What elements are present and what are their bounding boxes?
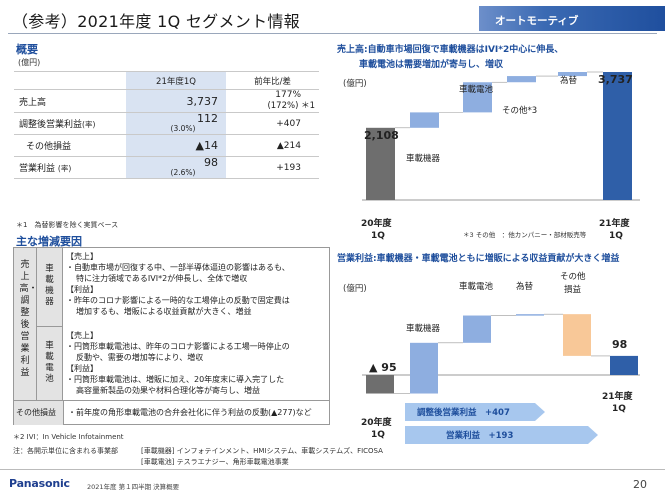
row-label: その他損益: [26, 142, 72, 152]
other-row: その他損益 ・前年度の角形車載電池の合弁会社化に伴う利益の反動(▲277)など: [14, 400, 329, 425]
wf1-end-label: 3,737: [598, 73, 633, 86]
wf2-step-label-other-1: その他: [560, 271, 586, 282]
wf1-start-label: 2,108: [364, 129, 399, 142]
wf1-x-end-q: 1Q: [609, 231, 623, 241]
wf2-step-label-other-2: 損益: [564, 284, 582, 295]
wf2-bar-end: [610, 355, 638, 375]
wf2-x-end: 21年度: [602, 390, 634, 402]
wf1-bar-fx: [558, 72, 587, 77]
ivi-note: ＊2 IVI：In Vehicle Infotainment: [13, 433, 124, 441]
wf2-x-start-q: 1Q: [371, 430, 385, 440]
wf1-x-start-q: 1Q: [371, 231, 385, 241]
row-label-note: (率): [82, 120, 96, 129]
wf2-connectors: [394, 313, 610, 394]
footer-text: 2021年度 第１四半期 決算概要: [87, 483, 180, 491]
battery-text: 【売上】 ・円筒形車載電池は、昨年のコロナ影響による工場一時停止の 反動や、需要…: [66, 331, 290, 395]
wf1-footnote: ＊3 その他 ：他カンパニー・部材販売等: [463, 230, 587, 239]
wf1-step-label-other: その他*3: [502, 105, 537, 116]
row-yoy: 177%: [275, 90, 301, 100]
wf2-unit: (億円): [343, 284, 367, 294]
overview-unit: (億円): [18, 58, 41, 67]
wf2-arrow-adjusted: [405, 403, 545, 421]
panasonic-logo: Panasonic: [9, 477, 70, 490]
waterfall-charts: 2,108 3,737 車載機器 車載電池 その他*3 為替 20年度 1Q 2…: [361, 71, 640, 444]
row-value: 98: [204, 156, 218, 169]
table-row: 調整後営業利益(率) 112 (3.0%) +407: [14, 112, 319, 135]
page-number: 20: [633, 478, 647, 491]
wf1-x-start: 20年度: [361, 217, 393, 229]
wf2-bar-fx: [516, 314, 544, 316]
other-label: その他損益: [14, 401, 64, 425]
auto-text: 【売上】 ・自動車市場が回復する中、一部半導体逼迫の影響はあるも、 特に注力領域…: [66, 252, 290, 316]
wf2-end-label: 98: [612, 338, 627, 351]
biz-note-battery: [車載電池] テスラエナジー、角形車載電池事業: [141, 458, 289, 466]
wf1-bar-end: [603, 72, 632, 200]
row-value: ▲14: [195, 139, 218, 152]
wf1-bar-battery: [463, 82, 492, 113]
row-label: 営業利益: [19, 164, 56, 174]
reasons-heading: 主な増減要因: [16, 235, 82, 248]
wf2-x-start: 20年度: [361, 416, 393, 428]
wf2-bar-auto: [410, 342, 438, 394]
overview-table: 21年度1Q 前年比/差 売上高 3,737 177% (172%) ＊1 調整後…: [14, 71, 319, 179]
wf1-bar-start: [366, 127, 395, 200]
wf1-step-label-auto: 車載機器: [406, 153, 441, 164]
other-text: ・前年度の角形車載電池の合弁会社化に伴う利益の反動(▲277)など: [68, 408, 312, 417]
wf2-step-label-battery: 車載電池: [459, 281, 494, 292]
wf2-arrow-operating-label: 営業利益 +193: [446, 430, 513, 441]
row-yoy: ▲214: [276, 140, 301, 151]
wf1-step-label-fx: 為替: [560, 75, 578, 86]
row-value: 112: [197, 112, 218, 125]
biz-note-label: 注：各開示単位に含まれる事業部: [13, 447, 118, 455]
row-yoy: +193: [276, 162, 301, 173]
wf1-x-end: 21年度: [599, 217, 631, 229]
wf2-step-label-auto: 車載機器: [406, 323, 441, 334]
wf1-bar-other: [507, 76, 536, 83]
wf2-bar-other: [563, 314, 591, 356]
wf2-x-end-q: 1Q: [612, 404, 626, 414]
overview-heading: 概要: [16, 43, 38, 56]
page-title: （参考）2021年度 1Q セグメント情報: [12, 12, 300, 31]
row-label: 売上高: [19, 97, 47, 108]
row-yoy: +407: [276, 118, 301, 129]
reasons-box: 売上高・調整後営業利益 車載機器 車載電池 【売上】 ・自動車市場が回復する中、…: [13, 247, 330, 425]
wf2-bar-start: [366, 375, 394, 394]
wf2-arrow-adjusted-label: 調整後営業利益 +407: [417, 407, 510, 418]
row-yoy-sub: (172%) ＊1: [267, 101, 315, 111]
wf2-title: 営業利益:車載機器・車載電池ともに増販による収益貢献が大きく増益: [337, 254, 620, 264]
row-rate: (3.0%): [170, 124, 196, 133]
row-rate: (2.6%): [170, 168, 196, 177]
col-current: 21年度1Q: [126, 71, 226, 90]
wf2-chart: ▲ 95 98 車載機器 車載電池 為替 その他 損益 20年度 1Q 21年度…: [361, 271, 640, 444]
reasons-left-label: 売上高・調整後営業利益: [14, 248, 38, 400]
table-row: その他損益 ▲14 ▲214: [14, 134, 319, 157]
wf2-step-label-fx: 為替: [516, 281, 534, 292]
row-label-note: (率): [57, 164, 72, 173]
wf1-bar-auto: [410, 112, 439, 128]
wf1-step-label-battery: 車載電池: [459, 84, 494, 95]
table-header-row: 21年度1Q 前年比/差: [14, 71, 319, 90]
table-row: 営業利益 (率) 98 (2.6%) +193: [14, 156, 319, 179]
footer-divider: [0, 469, 665, 470]
wf2-arrow-operating: [405, 426, 598, 444]
row-value: 3,737: [186, 94, 219, 108]
row-label: 調整後営業利益: [19, 120, 83, 130]
table-row: 売上高 3,737 177% (172%) ＊1: [14, 89, 319, 113]
segment-banner: オートモーティブ: [479, 6, 665, 31]
wf2-bar-battery: [463, 315, 491, 343]
wf1-unit: (億円): [343, 79, 367, 89]
overview-footnote: ＊1 為替影響を除く実質ベース: [16, 221, 119, 229]
col-yoy: 前年比/差: [226, 71, 319, 90]
wf1-chart: 2,108 3,737 車載機器 車載電池 その他*3 為替 20年度 1Q 2…: [361, 71, 640, 241]
wf1-connectors: [395, 71, 603, 129]
title-divider: [8, 33, 657, 34]
wf1-title: 売上高:自動車市場回復で車載機器はIVI*2中心に伸長、 車載電池は需要増加が寄…: [337, 45, 564, 70]
biz-note-auto: [車載機器] インフォテインメント、HMIシステム、車載システムズ、FICOSA: [141, 447, 383, 455]
wf2-start-label: ▲ 95: [369, 361, 397, 374]
battery-label: 車載電池: [37, 327, 63, 400]
auto-label: 車載機器: [37, 248, 63, 327]
